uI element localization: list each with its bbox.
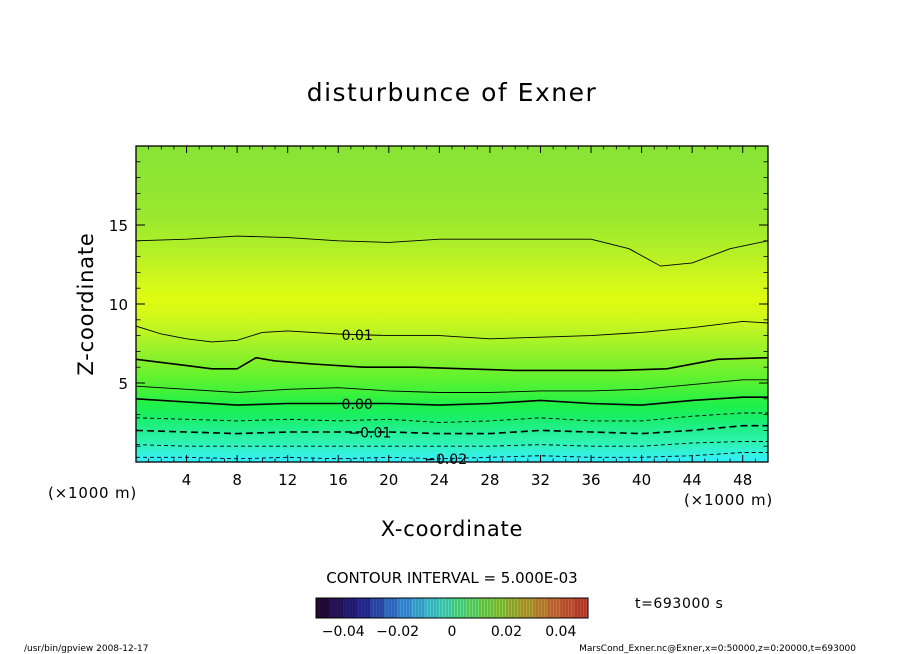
colorbar-segment (506, 598, 521, 618)
colorbar-segment (492, 598, 507, 618)
contour-label: 0.00 (342, 397, 373, 413)
colorbar-segment (547, 598, 562, 618)
colorbar-segment (479, 598, 494, 618)
x-tick-label: 32 (531, 471, 550, 489)
y-tick-label: 10 (109, 296, 128, 314)
colorbar-segment (411, 598, 426, 618)
x-tick-label: 44 (683, 471, 702, 489)
colorbar-segment (465, 598, 480, 618)
contour-line (136, 379, 768, 393)
contour-label: −0.01 (348, 425, 391, 441)
contour-line (136, 396, 768, 406)
contour-interval-text: CONTOUR INTERVAL = 5.000E-03 (326, 569, 577, 587)
contour-line (136, 320, 768, 343)
x-tick-label: 48 (733, 471, 752, 489)
contour-line (136, 235, 768, 267)
x-tick-label: 4 (182, 471, 192, 489)
y-tick-label: 5 (118, 375, 128, 393)
colorbar-tick-label: 0 (448, 624, 457, 640)
y-tick-label: 15 (109, 217, 128, 235)
colorbar-segment (356, 598, 371, 618)
footer-right: MarsCond_Exner.nc@Exner,x=0:50000,z=0:20… (579, 644, 856, 654)
x-axis-ticks: 4 8 12 16 20 24 28 32 36 40 44 48 (148, 146, 756, 489)
contour-lines-layer (136, 235, 768, 460)
x-tick-label: 28 (480, 471, 499, 489)
colorbar-segment (397, 598, 412, 618)
x-tick-label: 12 (278, 471, 297, 489)
colorbar-segment (384, 598, 398, 618)
colorbar-frame (315, 597, 589, 619)
x-tick-label: 8 (232, 471, 242, 489)
colorbar-segment (574, 598, 589, 618)
contour-line (136, 441, 768, 447)
colorbar-tick-label: −0.04 (322, 624, 365, 640)
colorbar-segment (343, 598, 358, 618)
colorbar-segment (316, 598, 330, 618)
contour-fill-background (136, 146, 768, 462)
x-tick-label: 16 (329, 471, 348, 489)
contour-label: −0.02 (424, 452, 467, 468)
footer-left: /usr/bin/gpview 2008-12-17 (24, 644, 148, 654)
colorbar-tick-labels: −0.04 −0.02 0 0.02 0.04 (322, 624, 577, 640)
contour-label: 0.01 (342, 328, 373, 344)
x-tick-label: 40 (632, 471, 651, 489)
contour-fill-layer (136, 146, 768, 462)
x-unit-left: (×1000 m) (48, 484, 137, 502)
contour-labels-layer: 0.01 0.00 −0.01 −0.02 (342, 328, 468, 468)
colorbar-tick-label: 0.04 (545, 624, 576, 640)
colorbar-segment (520, 598, 534, 618)
colorbar-tick-label: −0.02 (376, 624, 419, 640)
y-axis-label: Z-coordinate (74, 232, 98, 375)
colorbar-tick-label: 0.02 (491, 624, 522, 640)
colorbar-segment (438, 598, 453, 618)
contour-line (136, 412, 768, 423)
x-axis-label: X-coordinate (381, 517, 524, 541)
colorbar-segment (370, 598, 385, 618)
y-axis-ticks: 5 10 15 (109, 161, 768, 447)
colorbar (316, 598, 589, 618)
x-tick-label: 24 (430, 471, 449, 489)
x-tick-label: 20 (379, 471, 398, 489)
chart-title: disturbunce of Exner (307, 78, 598, 107)
colorbar-segment (452, 598, 466, 618)
contour-line (136, 356, 768, 372)
colorbar-segment (329, 598, 344, 618)
x-tick-label: 36 (581, 471, 600, 489)
colorbar-segment (560, 598, 575, 618)
x-unit-right: (×1000 m) (684, 491, 773, 509)
colorbar-segment (424, 598, 439, 618)
contour-line (136, 452, 768, 460)
time-label: t=693000 s (635, 596, 723, 612)
colorbar-segment (533, 598, 548, 618)
